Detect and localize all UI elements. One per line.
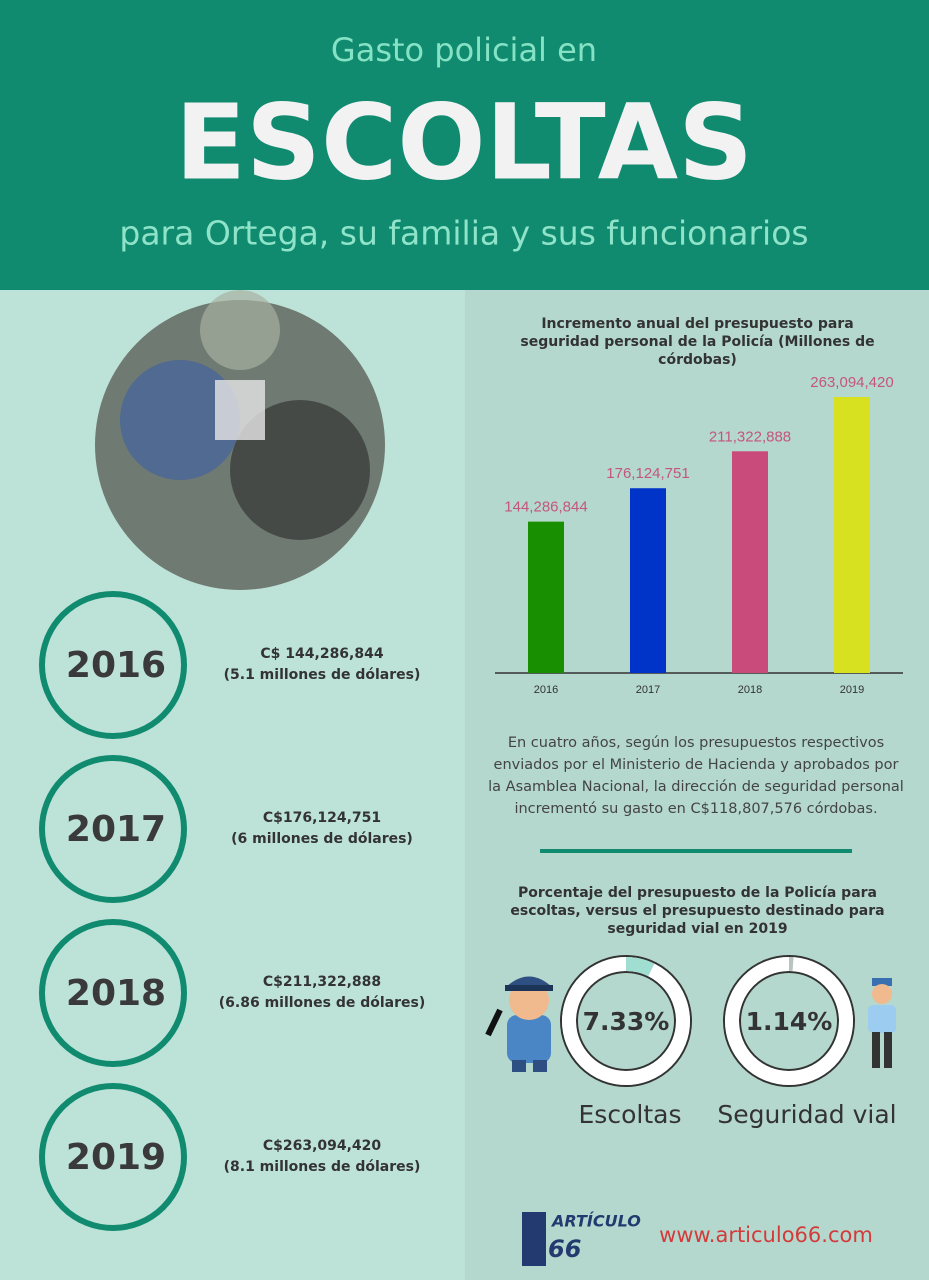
bar [732, 451, 768, 673]
kicker: Gasto policial en [331, 31, 597, 69]
donut-label: Seguridad vial [717, 1100, 896, 1129]
donut-outline [576, 971, 676, 1071]
value-label: 176,124,751 [606, 465, 689, 482]
x-tick-label: 2018 [738, 684, 762, 696]
headline: ESCOLTAS [175, 81, 753, 203]
value-label: 144,286,844 [504, 499, 587, 516]
donut-outline [739, 971, 839, 1071]
donut-outline [723, 955, 855, 1087]
amount-usd: (6 millones de dólares) [231, 831, 413, 847]
year: 2017 [66, 809, 166, 850]
amount-usd: (8.1 millones de dólares) [224, 1159, 421, 1175]
donut-outline [560, 955, 692, 1087]
amount: C$211,322,888 [263, 974, 381, 990]
police-icon [485, 976, 553, 1072]
bar-chart-title: Incremento anual del presupuesto para se… [520, 316, 875, 368]
donut-value: 7.33% [583, 1007, 670, 1036]
x-tick-label: 2016 [534, 684, 558, 696]
donut-value: 1.14% [746, 1007, 833, 1036]
amount: C$ 144,286,844 [260, 646, 383, 662]
subtitle: para Ortega, su familia y sus funcionari… [119, 214, 808, 253]
donut-label: Escoltas [579, 1100, 682, 1129]
amount-usd: (5.1 millones de dólares) [224, 667, 421, 683]
donut-chart-title: Porcentaje del presupuesto de la Policía… [510, 885, 885, 937]
header-band [0, 0, 929, 290]
value-label: 211,322,888 [709, 428, 791, 445]
bar [528, 521, 564, 673]
bar [630, 488, 666, 673]
photo [95, 290, 385, 590]
website: www.articulo66.com [659, 1223, 873, 1247]
note: En cuatro años, según los presupuestos r… [488, 735, 904, 817]
logo: ARTÍCULO 66 [522, 1212, 641, 1266]
year: 2019 [66, 1137, 166, 1178]
amount-usd: (6.86 millones de dólares) [219, 995, 426, 1011]
amount: C$176,124,751 [263, 810, 381, 826]
year-ring [39, 1083, 187, 1231]
year: 2018 [66, 973, 166, 1014]
year-ring [39, 755, 187, 903]
year-ring [39, 591, 187, 739]
traffic-officer-icon [868, 978, 896, 1068]
logo-number: 66 [548, 1235, 581, 1263]
logo-word: ARTÍCULO [550, 1212, 641, 1231]
bar [834, 397, 870, 673]
amount: C$263,094,420 [263, 1138, 382, 1154]
x-tick-label: 2019 [840, 684, 864, 696]
year: 2016 [66, 645, 166, 686]
x-tick-label: 2017 [636, 684, 660, 696]
donut-slice [625, 957, 655, 977]
value-label: 263,094,420 [810, 374, 893, 391]
year-ring [39, 919, 187, 1067]
